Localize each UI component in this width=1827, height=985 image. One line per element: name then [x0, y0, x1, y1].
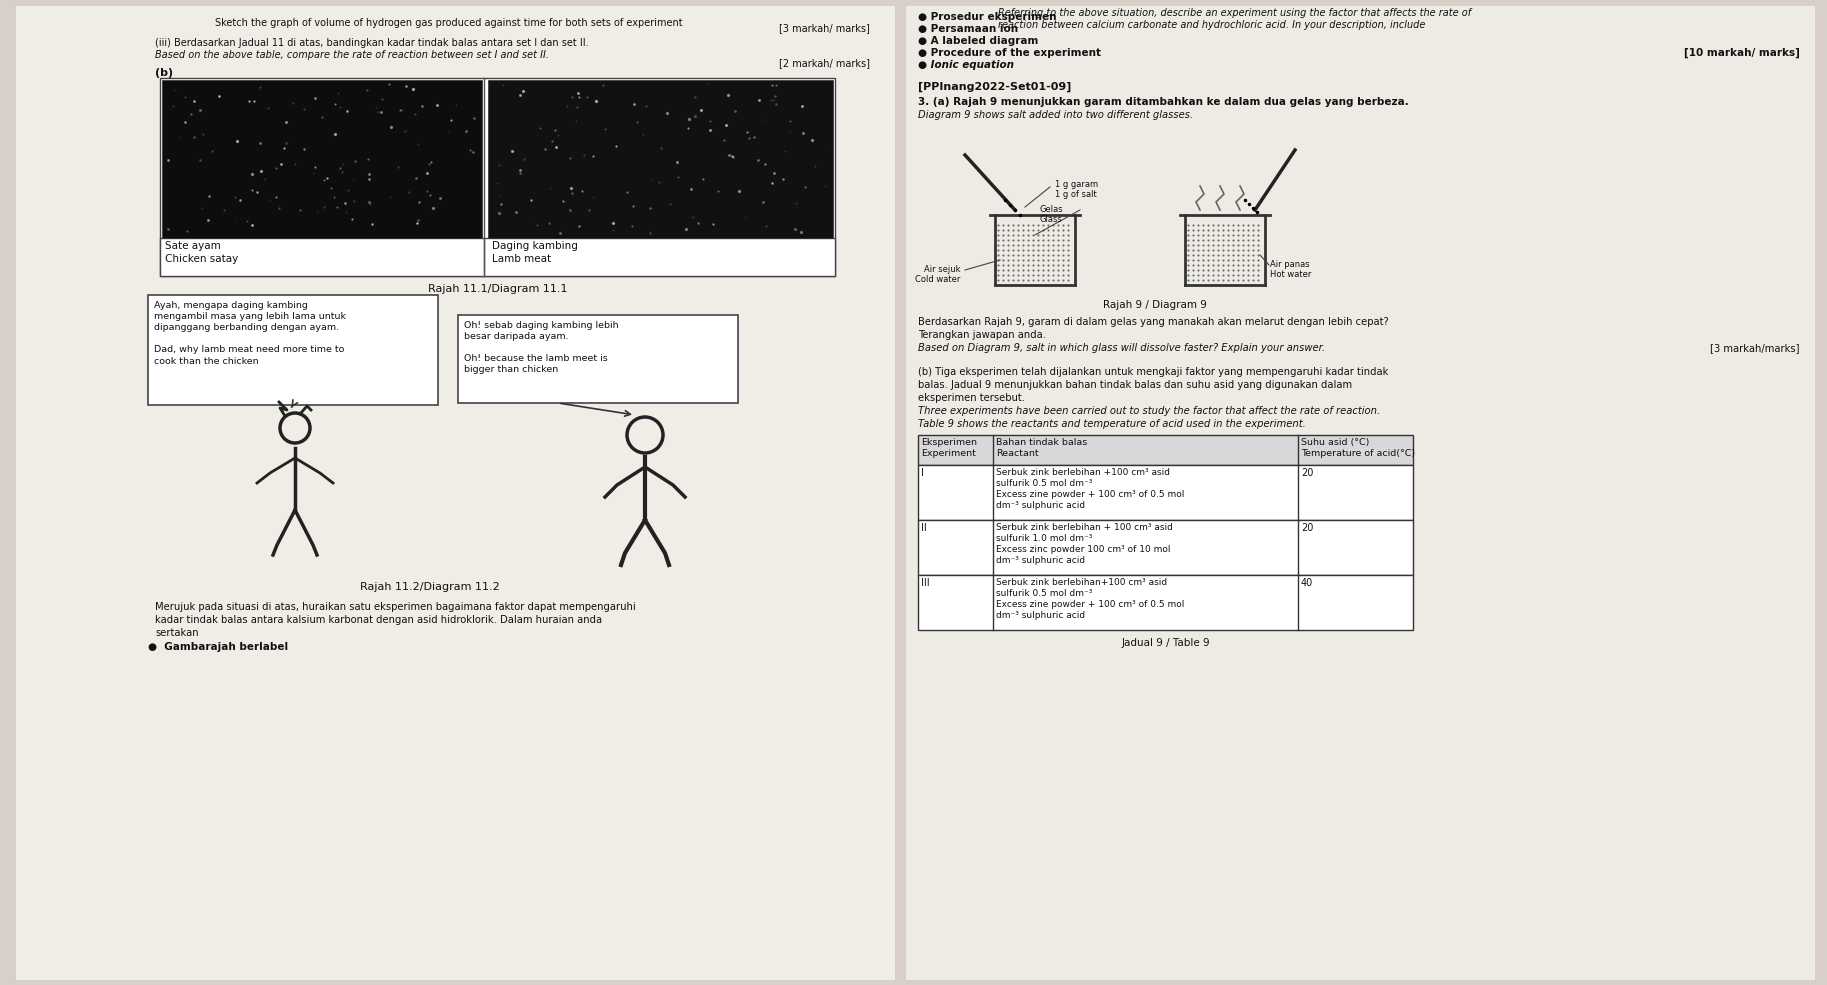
Text: 40: 40	[1301, 578, 1314, 588]
Text: Jadual 9 / Table 9: Jadual 9 / Table 9	[1122, 638, 1209, 648]
Text: ● Ionic equation: ● Ionic equation	[917, 60, 1014, 70]
Text: Based on Diagram 9, salt in which glass will dissolve faster? Explain your answe: Based on Diagram 9, salt in which glass …	[917, 343, 1325, 353]
Text: Serbuk zink berlebihan+100 cm³ asid
sulfurik 0.5 mol dm⁻³
Excess zine powder + 1: Serbuk zink berlebihan+100 cm³ asid sulf…	[996, 578, 1184, 621]
Text: ●  Gambarajah berlabel: ● Gambarajah berlabel	[148, 642, 289, 652]
Text: Three experiments have been carried out to study the factor that affect the rate: Three experiments have been carried out …	[917, 406, 1379, 416]
Polygon shape	[917, 465, 1412, 520]
Text: Rajah 9 / Diagram 9: Rajah 9 / Diagram 9	[1104, 300, 1208, 310]
Text: kadar tindak balas antara kalsium karbonat dengan asid hidroklorik. Dalam huraia: kadar tindak balas antara kalsium karbon…	[155, 615, 603, 625]
Text: Suhu asid (°C)
Temperature of acid(°C): Suhu asid (°C) Temperature of acid(°C)	[1301, 438, 1416, 458]
Text: sertakan: sertakan	[155, 628, 199, 638]
Text: 20: 20	[1301, 468, 1314, 478]
Text: Air panas: Air panas	[1270, 260, 1310, 269]
Text: (b) Tiga eksperimen telah dijalankan untuk mengkaji faktor yang mempengaruhi kad: (b) Tiga eksperimen telah dijalankan unt…	[917, 367, 1389, 377]
Polygon shape	[917, 575, 1412, 630]
Text: Sate ayam: Sate ayam	[164, 241, 221, 251]
Text: Rajah 11.2/Diagram 11.2: Rajah 11.2/Diagram 11.2	[360, 582, 501, 592]
Polygon shape	[161, 238, 835, 276]
Polygon shape	[15, 5, 895, 980]
Text: Serbuk zink berlebihan +100 cm³ asid
sulfurik 0.5 mol dm⁻³
Excess zine powder + : Serbuk zink berlebihan +100 cm³ asid sul…	[996, 468, 1184, 510]
Text: Bahan tindak balas
Reactant: Bahan tindak balas Reactant	[996, 438, 1087, 458]
Text: Merujuk pada situasi di atas, huraikan satu eksperimen bagaimana faktor dapat me: Merujuk pada situasi di atas, huraikan s…	[155, 602, 636, 612]
Text: Referring to the above situation, describe an experiment using the factor that a: Referring to the above situation, descri…	[998, 8, 1471, 18]
Text: (b): (b)	[155, 68, 174, 78]
Text: Table 9 shows the reactants and temperature of acid used in the experiment.: Table 9 shows the reactants and temperat…	[917, 419, 1306, 429]
Text: ● Persamaan ion: ● Persamaan ion	[917, 24, 1018, 34]
Text: Based on the above table, compare the rate of reaction between set I and set II.: Based on the above table, compare the ra…	[155, 50, 548, 60]
Polygon shape	[161, 78, 835, 276]
Text: Daging kambing: Daging kambing	[491, 241, 577, 251]
Text: III: III	[921, 578, 930, 588]
Polygon shape	[488, 80, 833, 238]
Text: Terangkan jawapan anda.: Terangkan jawapan anda.	[917, 330, 1047, 340]
Text: Eksperimen
Experiment: Eksperimen Experiment	[921, 438, 977, 458]
Text: reaction between calcium carbonate and hydrochloric acid. In your description, i: reaction between calcium carbonate and h…	[998, 20, 1425, 30]
Text: Serbuk zink berlebihan + 100 cm³ asid
sulfurik 1.0 mol dm⁻³
Excess zinc powder 1: Serbuk zink berlebihan + 100 cm³ asid su…	[996, 523, 1173, 565]
Text: [10 markah/ marks]: [10 markah/ marks]	[1684, 48, 1800, 58]
Text: balas. Jadual 9 menunjukkan bahan tindak balas dan suhu asid yang digunakan dala: balas. Jadual 9 menunjukkan bahan tindak…	[917, 380, 1352, 390]
Text: ● Prosedur eksperimen: ● Prosedur eksperimen	[917, 12, 1056, 22]
Text: [3 markah/ marks]: [3 markah/ marks]	[778, 23, 870, 33]
Polygon shape	[917, 435, 1412, 465]
Polygon shape	[917, 520, 1412, 575]
Polygon shape	[163, 80, 482, 238]
Text: 3. (a) Rajah 9 menunjukkan garam ditambahkan ke dalam dua gelas yang berbeza.: 3. (a) Rajah 9 menunjukkan garam ditamba…	[917, 97, 1409, 107]
Text: [3 markah/marks]: [3 markah/marks]	[1710, 343, 1800, 353]
Text: Oh! sebab daging kambing lebih
besar daripada ayam.

Oh! because the lamb meet i: Oh! sebab daging kambing lebih besar dar…	[464, 321, 619, 374]
Text: Gelas: Gelas	[1040, 205, 1063, 214]
Text: Lamb meat: Lamb meat	[491, 254, 552, 264]
Text: [PPInang2022-Set01-09]: [PPInang2022-Set01-09]	[917, 82, 1071, 93]
Text: II: II	[921, 523, 926, 533]
Text: 1 g garam: 1 g garam	[1054, 180, 1098, 189]
Text: Air sejuk: Air sejuk	[923, 265, 959, 274]
Polygon shape	[459, 315, 738, 403]
Polygon shape	[904, 5, 1814, 980]
Text: [2 markah/ marks]: [2 markah/ marks]	[778, 58, 870, 68]
Text: Rajah 11.1/Diagram 11.1: Rajah 11.1/Diagram 11.1	[428, 284, 566, 294]
Text: Hot water: Hot water	[1270, 270, 1312, 279]
Text: I: I	[921, 468, 924, 478]
Text: Chicken satay: Chicken satay	[164, 254, 238, 264]
Text: Berdasarkan Rajah 9, garam di dalam gelas yang manakah akan melarut dengan lebih: Berdasarkan Rajah 9, garam di dalam gela…	[917, 317, 1389, 327]
Text: ● Procedure of the experiment: ● Procedure of the experiment	[917, 48, 1102, 58]
Text: 1 g of salt: 1 g of salt	[1054, 190, 1096, 199]
Polygon shape	[148, 295, 438, 405]
Text: 20: 20	[1301, 523, 1314, 533]
Text: Ayah, mengapa daging kambing
mengambil masa yang lebih lama untuk
dipanggang ber: Ayah, mengapa daging kambing mengambil m…	[153, 301, 345, 365]
Text: Cold water: Cold water	[915, 275, 959, 284]
Text: eksperimen tersebut.: eksperimen tersebut.	[917, 393, 1025, 403]
Text: (iii) Berdasarkan Jadual 11 di atas, bandingkan kadar tindak balas antara set I : (iii) Berdasarkan Jadual 11 di atas, ban…	[155, 38, 588, 48]
Text: Glass: Glass	[1040, 215, 1063, 224]
Text: Sketch the graph of volume of hydrogen gas produced against time for both sets o: Sketch the graph of volume of hydrogen g…	[216, 18, 683, 28]
Text: Diagram 9 shows salt added into two different glasses.: Diagram 9 shows salt added into two diff…	[917, 110, 1193, 120]
Text: ● A labeled diagram: ● A labeled diagram	[917, 36, 1038, 46]
